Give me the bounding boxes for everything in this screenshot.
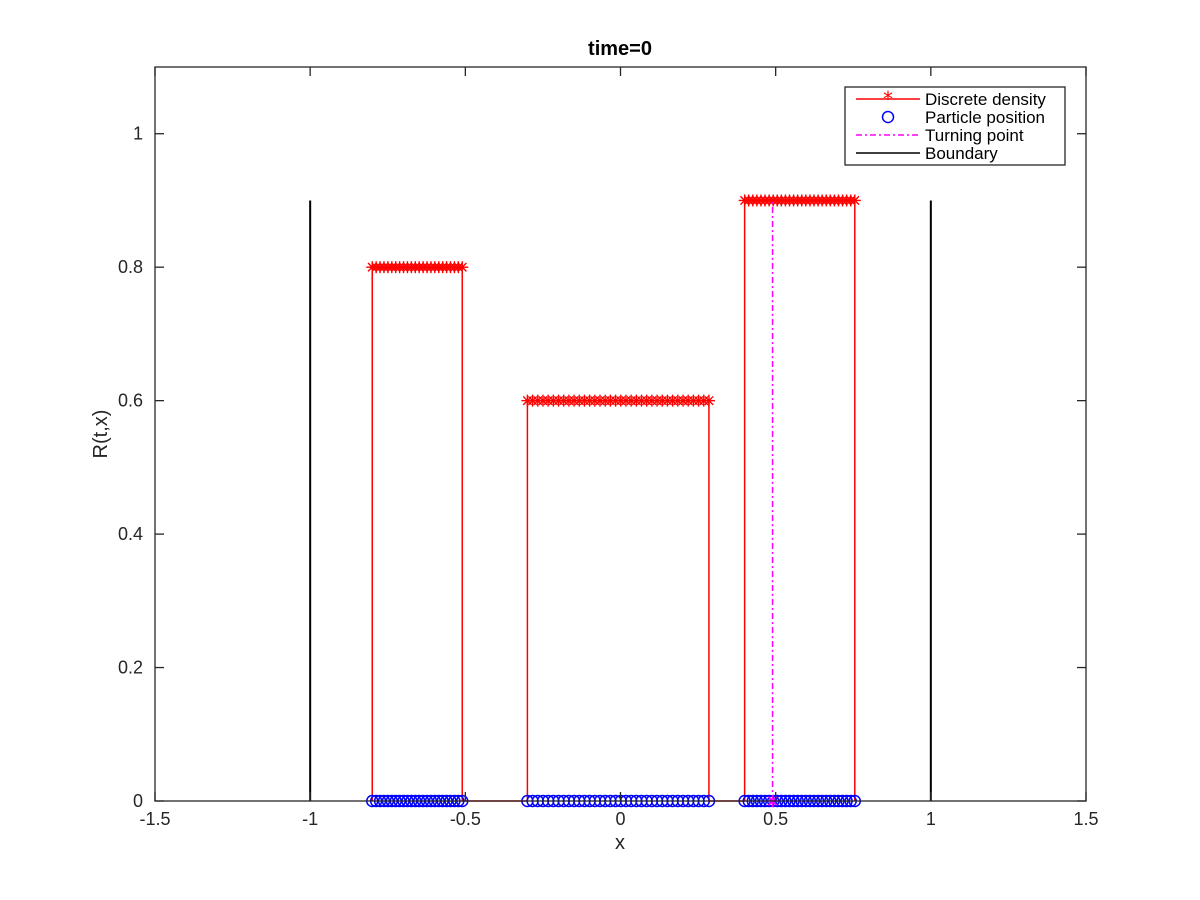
legend-density-marker: *: [883, 87, 893, 111]
y-tick-label: 1: [133, 124, 143, 144]
x-tick-label: -0.5: [450, 809, 481, 829]
legend-density-label: Discrete density: [925, 90, 1046, 109]
plot-area: [309, 194, 932, 808]
legend-boundary-label: Boundary: [925, 144, 998, 163]
x-tick-label: 0.5: [763, 809, 788, 829]
x-axis-label: x: [615, 832, 625, 854]
y-tick-label: 0.6: [118, 391, 143, 411]
x-tick-label: 1: [926, 809, 936, 829]
density-point: [456, 261, 469, 274]
axes-box: [154, 66, 1087, 802]
legend-particle-label: Particle position: [925, 108, 1045, 127]
density-line: [371, 199, 856, 802]
chart-title: time=0: [588, 38, 652, 60]
y-tick-label: 0: [133, 791, 143, 811]
axis-ticks: -1.5 -1 -0.5 0 0.5 1 1.5 0 0.2 0.4 0.6 0.8 1: [118, 67, 1099, 829]
legend-box: [844, 86, 1066, 166]
density-point: [702, 394, 715, 407]
y-tick-label: 0.2: [118, 658, 143, 678]
legend: * Discrete density Particle position Tur…: [844, 86, 1066, 166]
legend-turning-label: Turning point: [925, 126, 1024, 145]
y-tick-label: 0.8: [118, 257, 143, 277]
density-point: [848, 194, 861, 207]
legend-particle-marker: [881, 110, 895, 124]
x-tick-label: -1: [302, 809, 318, 829]
x-tick-label: 0: [615, 809, 625, 829]
y-axis-label: R(t,x): [90, 410, 112, 459]
y-tick-label: 0.4: [118, 524, 143, 544]
x-tick-label: -1.5: [139, 809, 170, 829]
x-tick-label: 1.5: [1073, 809, 1098, 829]
